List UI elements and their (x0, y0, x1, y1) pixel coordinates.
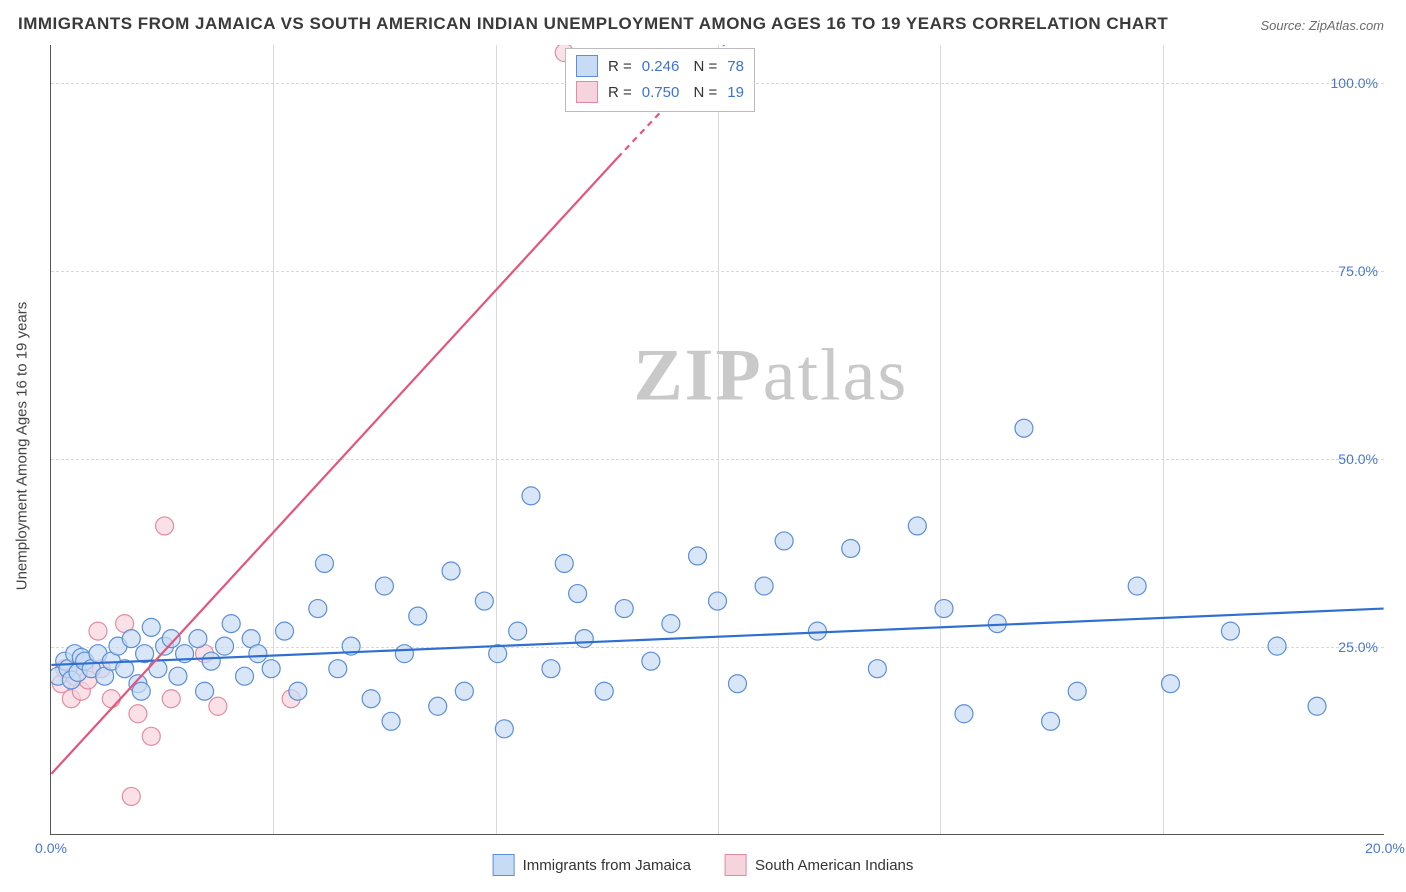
scatter-svg (51, 45, 1384, 834)
data-point (455, 682, 473, 700)
data-point (555, 554, 573, 572)
data-point (102, 690, 120, 708)
data-point (169, 667, 187, 685)
stats-row-series-1: R =0.246 N =78 (576, 53, 744, 79)
data-point (132, 682, 150, 700)
data-point (156, 517, 174, 535)
data-point (189, 630, 207, 648)
trend-line (51, 158, 617, 774)
data-point (442, 562, 460, 580)
data-point (196, 682, 214, 700)
data-point (728, 675, 746, 693)
data-point (222, 615, 240, 633)
data-point (955, 705, 973, 723)
data-point (209, 697, 227, 715)
data-point (382, 712, 400, 730)
page-title: IMMIGRANTS FROM JAMAICA VS SOUTH AMERICA… (18, 14, 1168, 34)
data-point (89, 622, 107, 640)
data-point (216, 637, 234, 655)
data-point (329, 660, 347, 678)
stats-legend-box: R =0.246 N =78 R =0.750 N =19 (565, 48, 755, 112)
data-point (429, 697, 447, 715)
data-point (569, 585, 587, 603)
data-point (689, 547, 707, 565)
legend-label-2: South American Indians (755, 857, 913, 874)
legend-swatch-1 (493, 854, 515, 876)
data-point (1308, 697, 1326, 715)
data-point (842, 539, 860, 557)
data-point (309, 600, 327, 618)
data-point (276, 622, 294, 640)
data-point (615, 600, 633, 618)
data-point (475, 592, 493, 610)
data-point (129, 705, 147, 723)
data-point (395, 645, 413, 663)
data-point (1268, 637, 1286, 655)
y-axis-label: Unemployment Among Ages 16 to 19 years (14, 302, 31, 591)
data-point (509, 622, 527, 640)
data-point (642, 652, 660, 670)
legend-item-2: South American Indians (725, 854, 913, 876)
data-point (1161, 675, 1179, 693)
data-point (595, 682, 613, 700)
data-point (149, 660, 167, 678)
legend-bottom: Immigrants from Jamaica South American I… (493, 854, 914, 876)
data-point (249, 645, 267, 663)
stats-row-series-2: R =0.750 N =19 (576, 79, 744, 105)
data-point (542, 660, 560, 678)
data-point (775, 532, 793, 550)
data-point (755, 577, 773, 595)
data-point (908, 517, 926, 535)
data-point (808, 622, 826, 640)
data-point (262, 660, 280, 678)
data-point (1042, 712, 1060, 730)
data-point (362, 690, 380, 708)
swatch-series-1 (576, 55, 598, 77)
data-point (289, 682, 307, 700)
source-attribution: Source: ZipAtlas.com (1260, 18, 1384, 33)
legend-swatch-2 (725, 854, 747, 876)
data-point (409, 607, 427, 625)
swatch-series-2 (576, 81, 598, 103)
data-point (122, 787, 140, 805)
data-point (1128, 577, 1146, 595)
legend-label-1: Immigrants from Jamaica (523, 857, 691, 874)
data-point (315, 554, 333, 572)
data-point (495, 720, 513, 738)
x-tick-label: 20.0% (1365, 840, 1405, 856)
data-point (375, 577, 393, 595)
legend-item-1: Immigrants from Jamaica (493, 854, 691, 876)
data-point (868, 660, 886, 678)
chart-plot-area: ZIPatlas 25.0%50.0%75.0%100.0%0.0%20.0% (50, 45, 1384, 835)
data-point (662, 615, 680, 633)
data-point (935, 600, 953, 618)
data-point (142, 727, 160, 745)
data-point (162, 690, 180, 708)
data-point (122, 630, 140, 648)
data-point (236, 667, 254, 685)
data-point (1015, 419, 1033, 437)
x-tick-label: 0.0% (35, 840, 67, 856)
data-point (1068, 682, 1086, 700)
data-point (709, 592, 727, 610)
data-point (1221, 622, 1239, 640)
data-point (142, 618, 160, 636)
data-point (522, 487, 540, 505)
data-point (575, 630, 593, 648)
data-point (202, 652, 220, 670)
